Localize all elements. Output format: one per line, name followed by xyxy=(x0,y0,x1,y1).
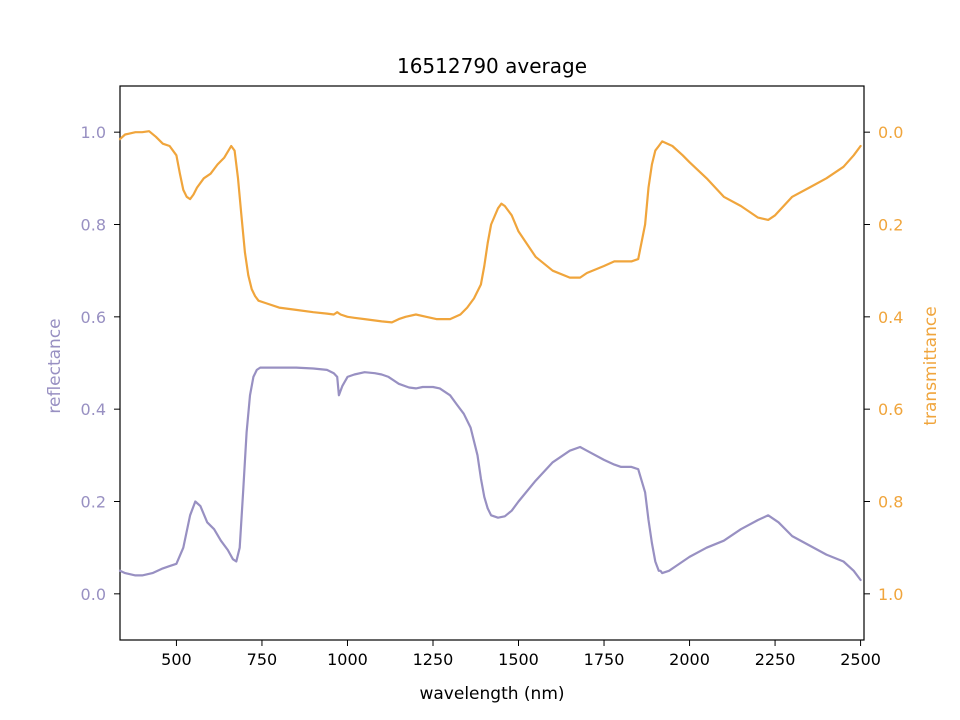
left-tick-label: 0.4 xyxy=(81,400,106,419)
left-axis-ticks: 0.0 0.2 0.4 0.6 0.8 1.0 xyxy=(81,123,120,604)
series-layer xyxy=(118,130,862,582)
x-tick-label: 1000 xyxy=(327,650,368,669)
x-tick-label: 1500 xyxy=(498,650,539,669)
x-tick-label: 750 xyxy=(247,650,278,669)
left-tick-label: 1.0 xyxy=(81,123,106,142)
reflectance-series-line xyxy=(118,366,862,582)
right-tick-label: 1.0 xyxy=(878,585,903,604)
x-tick-label: 500 xyxy=(161,650,192,669)
transmittance-series-line xyxy=(118,130,862,324)
x-tick-label: 2000 xyxy=(669,650,710,669)
right-axis-ticks: 0.0 0.2 0.4 0.6 0.8 1.0 xyxy=(864,123,903,604)
right-axis-label: transmittance xyxy=(921,306,941,425)
plot-frame xyxy=(119,85,865,641)
x-tick-label: 2500 xyxy=(840,650,881,669)
left-axis-label: reflectance xyxy=(45,318,65,413)
x-tick-label: 1750 xyxy=(584,650,625,669)
x-tick-label: 2250 xyxy=(755,650,796,669)
right-tick-label: 0.6 xyxy=(878,400,903,419)
left-tick-label: 0.6 xyxy=(81,308,106,327)
right-tick-label: 0.2 xyxy=(878,216,903,235)
left-tick-label: 0.2 xyxy=(81,493,106,512)
left-tick-label: 0.0 xyxy=(81,585,106,604)
right-tick-label: 0.0 xyxy=(878,123,903,142)
x-tick-label: 1250 xyxy=(413,650,454,669)
right-tick-label: 0.8 xyxy=(878,493,903,512)
x-axis-ticks: 500 750 1000 1250 1500 1750 2000 2250 2500 xyxy=(161,640,881,669)
x-axis-label: wavelength (nm) xyxy=(419,684,564,704)
chart-title: 16512790 average xyxy=(397,54,587,78)
left-tick-label: 0.8 xyxy=(81,216,106,235)
right-tick-label: 0.4 xyxy=(878,308,903,327)
